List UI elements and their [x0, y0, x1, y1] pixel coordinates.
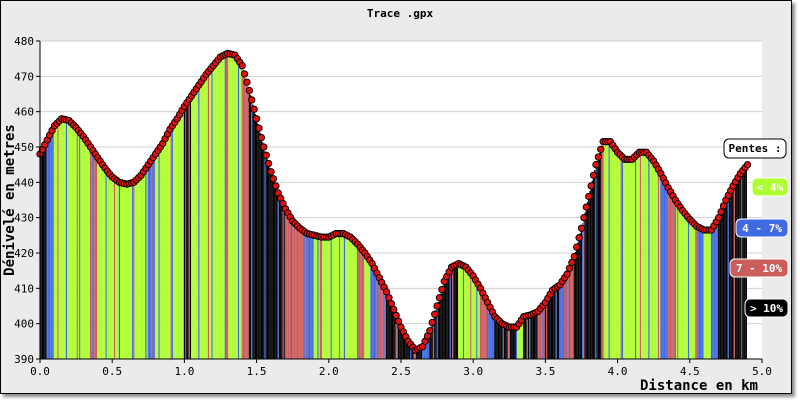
elevation-point	[387, 299, 396, 308]
y-tick-label: 420	[14, 247, 34, 260]
elevation-point	[240, 70, 249, 78]
elevation-point	[717, 208, 725, 216]
elevation-point	[392, 311, 400, 320]
elevation-point	[264, 159, 273, 168]
elevation-point	[238, 62, 246, 70]
x-tick-label: 1.5	[247, 365, 267, 378]
elevation-point	[589, 171, 598, 179]
y-tick-label: 430	[14, 212, 34, 225]
elevation-point	[580, 214, 588, 222]
legend-title: Pentes :	[729, 142, 782, 155]
y-tick-label: 390	[14, 353, 34, 366]
elevation-point	[250, 105, 258, 113]
elevation-point	[390, 305, 398, 314]
elevation-markers	[36, 49, 752, 354]
elevation-point	[245, 86, 254, 95]
elevation-point	[573, 243, 581, 251]
elevation-point	[426, 327, 434, 335]
legend-swatch	[735, 218, 789, 238]
x-tick-label: 1.0	[174, 365, 194, 378]
y-tick-label: 460	[14, 106, 34, 119]
elevation-point	[585, 192, 593, 201]
x-axis-label: Distance en km	[640, 378, 758, 394]
legend-swatch	[729, 258, 789, 278]
x-tick-label: 0.0	[30, 365, 50, 378]
tick-labels: 390 400 410 420 430 440 450 460 470 480 0.0 0.5 1.0 1…	[14, 35, 772, 378]
legend-swatch	[751, 177, 789, 197]
legend-label: > 10%	[750, 302, 783, 315]
elevation-point	[592, 161, 600, 169]
x-tick-label: 4.0	[608, 365, 628, 378]
x-tick-label: 4.5	[680, 365, 700, 378]
y-tick-label: 400	[14, 318, 34, 331]
legend-label: < 4%	[757, 181, 784, 194]
elevation-point	[431, 310, 439, 318]
legend: Pentes : < 4% 4 - 7% 7 - 10% > 10%	[723, 138, 789, 318]
elevation-point	[433, 302, 441, 310]
elevation-point	[743, 161, 752, 169]
slope-bars	[39, 53, 747, 359]
elevation-point	[577, 224, 586, 232]
elevation-point	[269, 175, 278, 183]
x-tick-label: 5.0	[752, 365, 772, 378]
elevation-point	[243, 78, 251, 86]
elevation-point	[594, 153, 602, 161]
y-axis-label: Dénivelé en metres	[2, 124, 18, 276]
elevation-point	[262, 151, 270, 159]
elevation-point	[394, 317, 403, 325]
elevation-point	[435, 294, 444, 302]
elevation-point	[248, 96, 256, 104]
elevation-point	[257, 133, 266, 142]
x-tick-label: 0.5	[102, 365, 122, 378]
elevation-point	[587, 182, 595, 190]
elevation-point	[260, 143, 268, 151]
elevation-point	[570, 252, 578, 261]
legend-title-box	[723, 138, 787, 159]
elevation-point	[568, 258, 576, 267]
elevation-point	[267, 168, 275, 176]
elevation-point	[382, 288, 391, 296]
y-tick-label: 480	[14, 35, 34, 48]
x-tick-label: 3.0	[463, 365, 483, 378]
x-tick-label: 2.0	[319, 365, 339, 378]
elevation-point	[582, 203, 590, 211]
elevation-point	[385, 294, 393, 302]
x-tick-label: 3.5	[535, 365, 555, 378]
elevation-point	[438, 285, 446, 294]
y-tick-label: 470	[14, 70, 34, 83]
elevation-point	[563, 270, 571, 278]
y-tick-label: 440	[14, 176, 34, 189]
elevation-point	[597, 145, 605, 154]
elevation-point	[715, 214, 723, 222]
y-tick-label: 450	[14, 141, 34, 154]
x-tick-label: 2.5	[391, 365, 411, 378]
elevation-point	[252, 115, 261, 123]
chart-title: Trace .gpx	[367, 7, 434, 20]
elevation-point	[565, 264, 574, 272]
elevation-point	[575, 234, 583, 242]
y-tick-label: 410	[14, 282, 34, 295]
elevation-point	[255, 124, 263, 132]
elevation-point	[272, 182, 280, 190]
elevation-point	[428, 318, 436, 327]
legend-label: 7 - 10%	[736, 262, 783, 275]
legend-label: 4 - 7%	[742, 222, 782, 235]
legend-swatch	[744, 298, 789, 318]
elevation-point	[719, 202, 728, 210]
